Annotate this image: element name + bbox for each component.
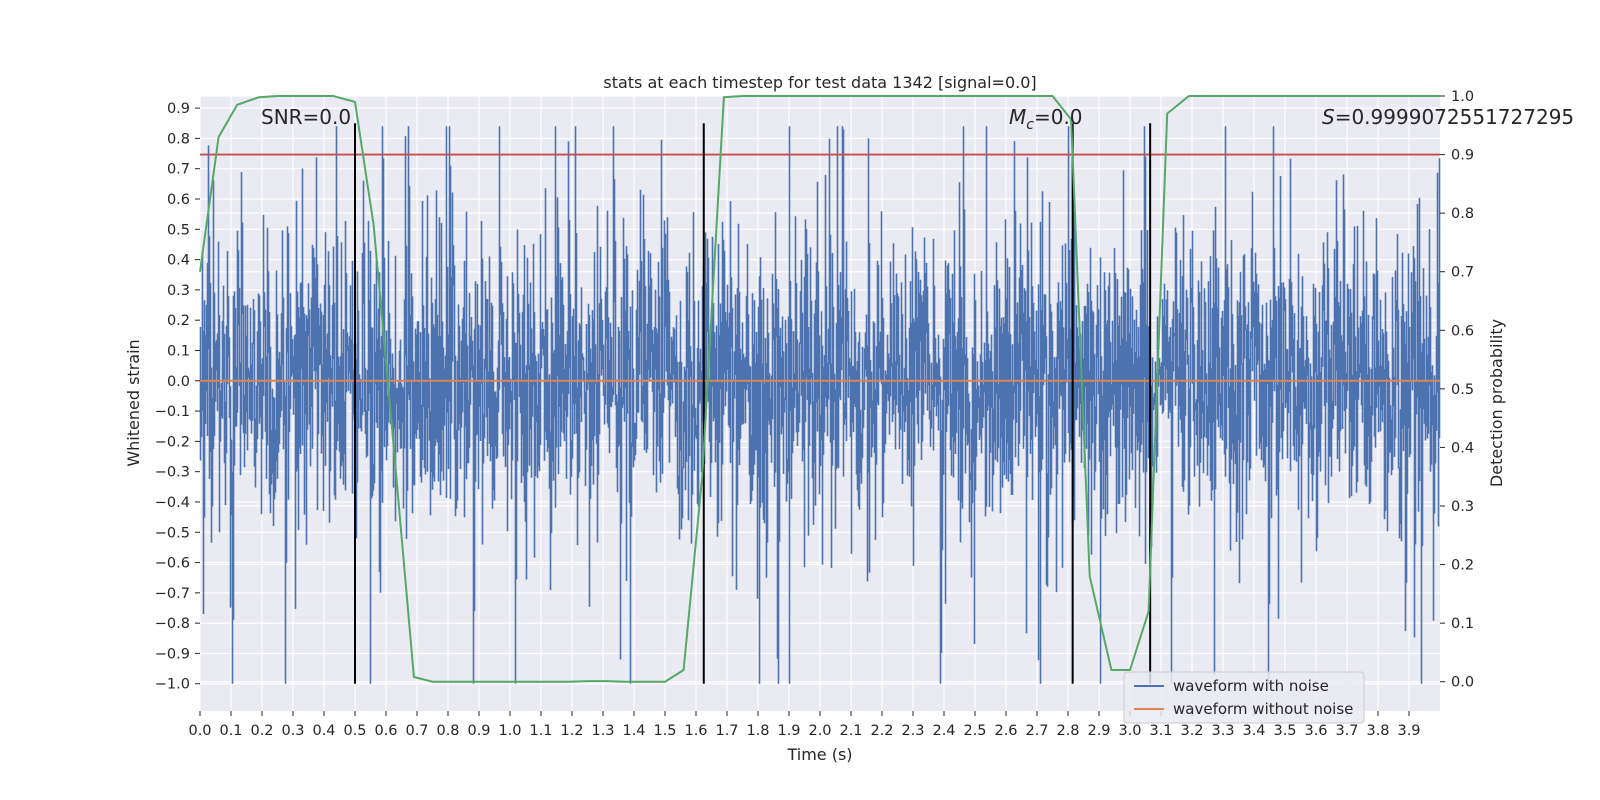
- x-tick-label: 3.1: [1149, 723, 1172, 739]
- y-tick-label: 0.1: [167, 343, 190, 359]
- x-tick-label: 2.3: [901, 723, 924, 739]
- x-tick-label: 2.2: [870, 723, 893, 739]
- y-tick-label: −1.0: [155, 677, 190, 693]
- y2-tick-label: 0.8: [1451, 206, 1474, 222]
- x-tick-label: 2.1: [839, 723, 862, 739]
- y-tick-label: −0.7: [155, 586, 190, 602]
- mc-symbol: M: [1009, 105, 1026, 129]
- chart-title: stats at each timestep for test data 134…: [603, 73, 1036, 92]
- y-tick-label: −0.9: [155, 646, 190, 662]
- y2-tick-label: 0.9: [1451, 148, 1474, 164]
- x-tick-label: 2.0: [808, 723, 831, 739]
- x-tick-label: 0.6: [374, 723, 397, 739]
- x-tick-label: 2.8: [1056, 723, 1079, 739]
- x-tick-label: 3.9: [1397, 723, 1420, 739]
- y-tick-label: 0.0: [167, 374, 190, 390]
- legend-box: [1123, 671, 1365, 724]
- x-tick-label: 1.0: [498, 723, 521, 739]
- mc-annotation: Mc=0.0: [1009, 105, 1083, 133]
- x-tick-label: 3.0: [1118, 723, 1141, 739]
- x-tick-label: 1.4: [622, 723, 645, 739]
- y-tick-label: 0.4: [167, 253, 190, 269]
- x-tick-label: 2.7: [1025, 723, 1048, 739]
- x-tick-label: 1.8: [746, 723, 769, 739]
- x-tick-label: 1.5: [653, 723, 676, 739]
- y2-tick-label: 0.7: [1451, 265, 1474, 281]
- s-annotation: S=0.9999072551727295: [1322, 105, 1574, 129]
- y-tick-label: −0.4: [155, 495, 190, 511]
- x-axis-label: Time (s): [786, 745, 852, 764]
- y2-tick-label: 0.0: [1451, 675, 1474, 691]
- y2-axis-label: Detection probability: [1487, 319, 1506, 487]
- x-tick-label: 1.1: [529, 723, 552, 739]
- s-symbol: S: [1322, 105, 1335, 129]
- x-tick-label: 1.6: [684, 723, 707, 739]
- y-tick-label: 0.3: [167, 283, 190, 299]
- mc-subscript: c: [1026, 117, 1034, 133]
- y2-tick-label: 0.2: [1451, 558, 1474, 574]
- y-tick-label: 0.9: [167, 101, 190, 117]
- x-tick-label: 1.3: [591, 723, 614, 739]
- x-tick-label: 0.4: [312, 723, 335, 739]
- y-tick-label: 0.8: [167, 131, 190, 147]
- y2-tick-label: 0.4: [1451, 440, 1474, 456]
- y2-tick-label: 0.3: [1451, 499, 1474, 515]
- y-tick-label: −0.6: [155, 556, 190, 572]
- y2-tick-label: 0.1: [1451, 616, 1474, 632]
- x-tick-label: 3.2: [1180, 723, 1203, 739]
- x-tick-label: 2.4: [932, 723, 955, 739]
- x-tick-label: 0.9: [467, 723, 490, 739]
- x-tick-label: 3.6: [1304, 723, 1327, 739]
- s-value: =0.9999072551727295: [1335, 105, 1574, 129]
- y2-tick-labels: 1.0 0.9 0.8 0.7 0.6 0.5 0.4 0.3 0.2 0.1 0.0: [1440, 89, 1474, 691]
- y-tick-label: −0.5: [155, 525, 190, 541]
- mc-value: =0.0: [1034, 105, 1083, 129]
- y-tick-label: 0.7: [167, 162, 190, 178]
- legend-clean-label: waveform without noise: [1173, 700, 1353, 718]
- y-tick-label: −0.3: [155, 465, 190, 481]
- x-tick-label: 3.4: [1242, 723, 1265, 739]
- probability-line: [199, 95, 1440, 683]
- snr-annotation: SNR=0.0: [261, 105, 351, 129]
- x-tick-label: 0.5: [343, 723, 366, 739]
- x-tick-label: 1.7: [715, 723, 738, 739]
- x-tick-label: 0.0: [188, 723, 211, 739]
- x-tick-label: 3.8: [1366, 723, 1389, 739]
- y-tick-label: 0.6: [167, 192, 190, 208]
- x-tick-label: 2.5: [963, 723, 986, 739]
- y-tick-label: −0.8: [155, 616, 190, 632]
- y2-tick-label: 0.5: [1451, 382, 1474, 398]
- x-tick-label: 2.9: [1087, 723, 1110, 739]
- x-tick-label: 0.2: [250, 723, 273, 739]
- y-tick-label: −0.1: [155, 404, 190, 420]
- x-tick-label: 0.7: [405, 723, 428, 739]
- x-tick-label: 2.6: [994, 723, 1017, 739]
- x-tick-label: 0.8: [436, 723, 459, 739]
- y-tick-label: 0.2: [167, 313, 190, 329]
- y-axis-label: Whitened strain: [124, 339, 143, 466]
- y-tick-labels: 0.9 0.8 0.7 0.6 0.5 0.4 0.3 0.2 0.1 0.0 −0.1 −0.2 −0…: [155, 101, 200, 693]
- y-tick-label: −0.2: [155, 434, 190, 450]
- x-tick-label: 3.3: [1211, 723, 1234, 739]
- x-tick-label: 3.5: [1273, 723, 1296, 739]
- y-tick-label: 0.5: [167, 222, 190, 238]
- x-tick-label: 0.1: [219, 723, 242, 739]
- y2-tick-label: 1.0: [1451, 89, 1474, 105]
- x-tick-label: 1.2: [560, 723, 583, 739]
- x-tick-label: 1.9: [777, 723, 800, 739]
- legend: waveform with noise waveform without noi…: [1123, 671, 1365, 724]
- legend-noise-label: waveform with noise: [1173, 677, 1329, 695]
- y2-tick-label: 0.6: [1451, 323, 1474, 339]
- x-tick-label: 0.3: [281, 723, 304, 739]
- x-tick-label: 3.7: [1335, 723, 1358, 739]
